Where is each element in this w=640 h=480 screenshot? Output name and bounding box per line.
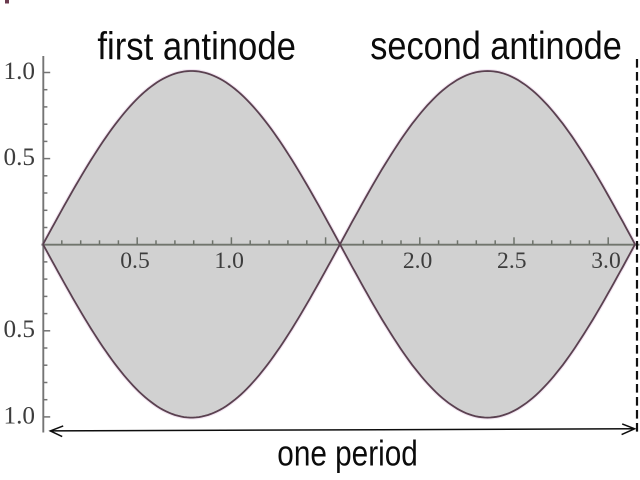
svg-text:1.0: 1.0	[4, 56, 36, 85]
svg-text:first antinode: first antinode	[97, 25, 296, 68]
svg-text:second antinode: second antinode	[370, 25, 622, 68]
svg-text:1.0: 1.0	[214, 248, 244, 273]
svg-text:0.5: 0.5	[4, 142, 36, 171]
svg-text:2.5: 2.5	[497, 248, 527, 273]
svg-text:3.0: 3.0	[591, 248, 621, 273]
svg-text:0.5: 0.5	[120, 248, 150, 273]
svg-text:1.0: 1.0	[4, 400, 36, 429]
svg-text:2.0: 2.0	[403, 248, 433, 273]
svg-text:0.5: 0.5	[4, 314, 36, 343]
svg-text:one period: one period	[277, 433, 418, 474]
